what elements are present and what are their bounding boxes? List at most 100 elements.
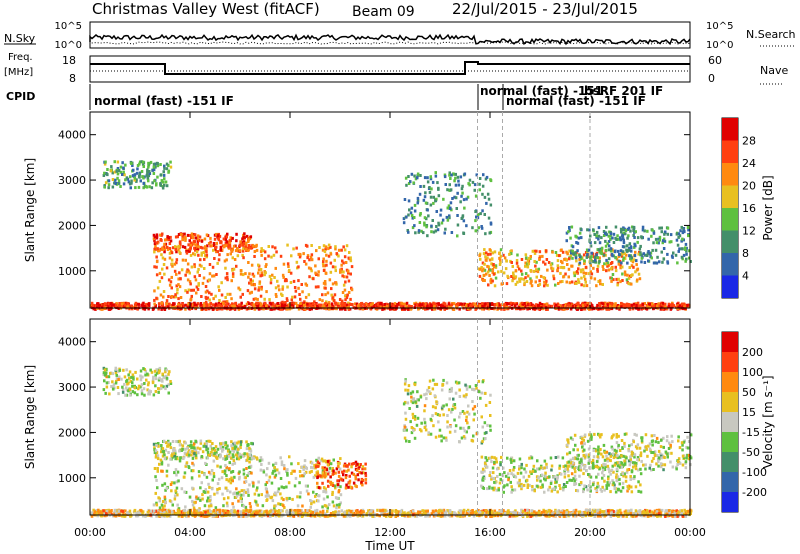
power-cell — [468, 178, 472, 182]
velocity-cell — [566, 467, 569, 471]
power-cell — [486, 252, 490, 256]
power-cell — [297, 286, 300, 290]
power-cell — [492, 272, 496, 276]
velocity-cell — [568, 464, 571, 468]
power-cell — [193, 263, 196, 267]
velocity-cell — [310, 465, 313, 469]
power-cell — [164, 238, 167, 242]
velocity-cell — [644, 463, 647, 467]
power-cell — [675, 305, 678, 309]
power-cell — [113, 160, 116, 164]
power-cell — [519, 307, 522, 311]
velocity-cell — [657, 440, 660, 444]
power-cell — [681, 302, 684, 306]
power-cell — [324, 286, 327, 290]
power-cell — [239, 269, 243, 273]
power-cell — [129, 186, 132, 190]
velocity-cell — [463, 429, 467, 433]
power-cell — [456, 223, 460, 227]
velocity-cell — [226, 449, 230, 453]
velocity-cell — [471, 407, 475, 411]
velocity-cell — [428, 379, 432, 383]
velocity-cell — [490, 460, 493, 464]
power-cell — [434, 174, 438, 178]
velocity-cell — [335, 503, 339, 507]
velocity-cell — [562, 483, 566, 486]
velocity-cell — [490, 477, 493, 481]
power-cell — [178, 285, 182, 289]
velocity-cell — [520, 466, 523, 470]
power-cell — [627, 303, 630, 306]
velocity-cell — [221, 448, 225, 452]
power-cell — [612, 278, 615, 282]
power-cell — [410, 214, 414, 217]
power-cell — [642, 252, 645, 256]
velocity-cell — [145, 378, 148, 382]
power-cell — [534, 264, 537, 268]
power-cell — [589, 244, 593, 248]
velocity-cell — [211, 448, 214, 452]
velocity-cell — [566, 461, 569, 465]
power-cell — [525, 301, 529, 305]
velocity-cell — [223, 471, 227, 475]
power-cell — [183, 245, 187, 249]
velocity-cell — [434, 435, 438, 439]
power-cell — [213, 233, 217, 237]
velocity-cell — [279, 456, 282, 460]
power-cell — [623, 270, 627, 274]
power-cell — [212, 303, 215, 307]
velocity-cell — [337, 470, 341, 474]
velocity-cell — [162, 450, 165, 453]
power-cell — [165, 184, 169, 188]
velocity-cell — [185, 461, 189, 465]
power-cell — [306, 305, 309, 309]
power-cell — [367, 305, 371, 309]
power-cell — [265, 304, 268, 307]
velocity-cell — [169, 457, 172, 461]
power-cell — [482, 273, 486, 277]
velocity-cell — [323, 468, 327, 472]
velocity-cell — [438, 434, 441, 438]
velocity-cell — [666, 435, 669, 439]
power-cell — [636, 278, 639, 282]
velocity-cell — [277, 487, 281, 491]
velocity-cell — [320, 459, 323, 463]
velocity-cell — [222, 497, 226, 501]
power-cell — [515, 259, 519, 262]
power-cell — [144, 185, 148, 188]
power-cell — [596, 256, 600, 260]
velocity-cell — [490, 455, 494, 459]
velocity-cell — [248, 471, 252, 474]
freq-tick-bottom: 8 — [69, 72, 76, 85]
power-cell — [337, 305, 340, 309]
velocity-cell — [173, 497, 177, 501]
power-cell — [661, 239, 665, 243]
power-cell — [524, 276, 527, 280]
power-cell — [168, 302, 171, 306]
velocity-cell — [191, 499, 194, 503]
power-cell — [152, 168, 156, 172]
velocity-cell — [587, 455, 591, 459]
power-cell — [347, 291, 351, 294]
velocity-cell — [588, 466, 591, 470]
power-cell — [178, 250, 181, 254]
velocity-cell — [591, 466, 595, 470]
power-cell — [530, 284, 534, 288]
power-cell — [196, 237, 199, 241]
power-cell — [479, 212, 482, 216]
velocity-cell — [225, 501, 229, 505]
velocity-cell — [309, 505, 312, 509]
velocity-cell — [236, 451, 239, 455]
power-cell — [612, 304, 616, 308]
velocity-cell — [173, 454, 176, 458]
velocity-cell — [276, 490, 280, 494]
velocity-cell — [162, 375, 165, 379]
velocity-cell — [259, 468, 263, 472]
power-cell — [135, 171, 139, 175]
power-cell — [481, 192, 484, 196]
power-cell — [554, 283, 557, 287]
velocity-cell — [277, 502, 280, 506]
velocity-cell — [423, 409, 426, 413]
velocity-cell — [565, 481, 569, 484]
velocity-cell — [475, 432, 479, 436]
